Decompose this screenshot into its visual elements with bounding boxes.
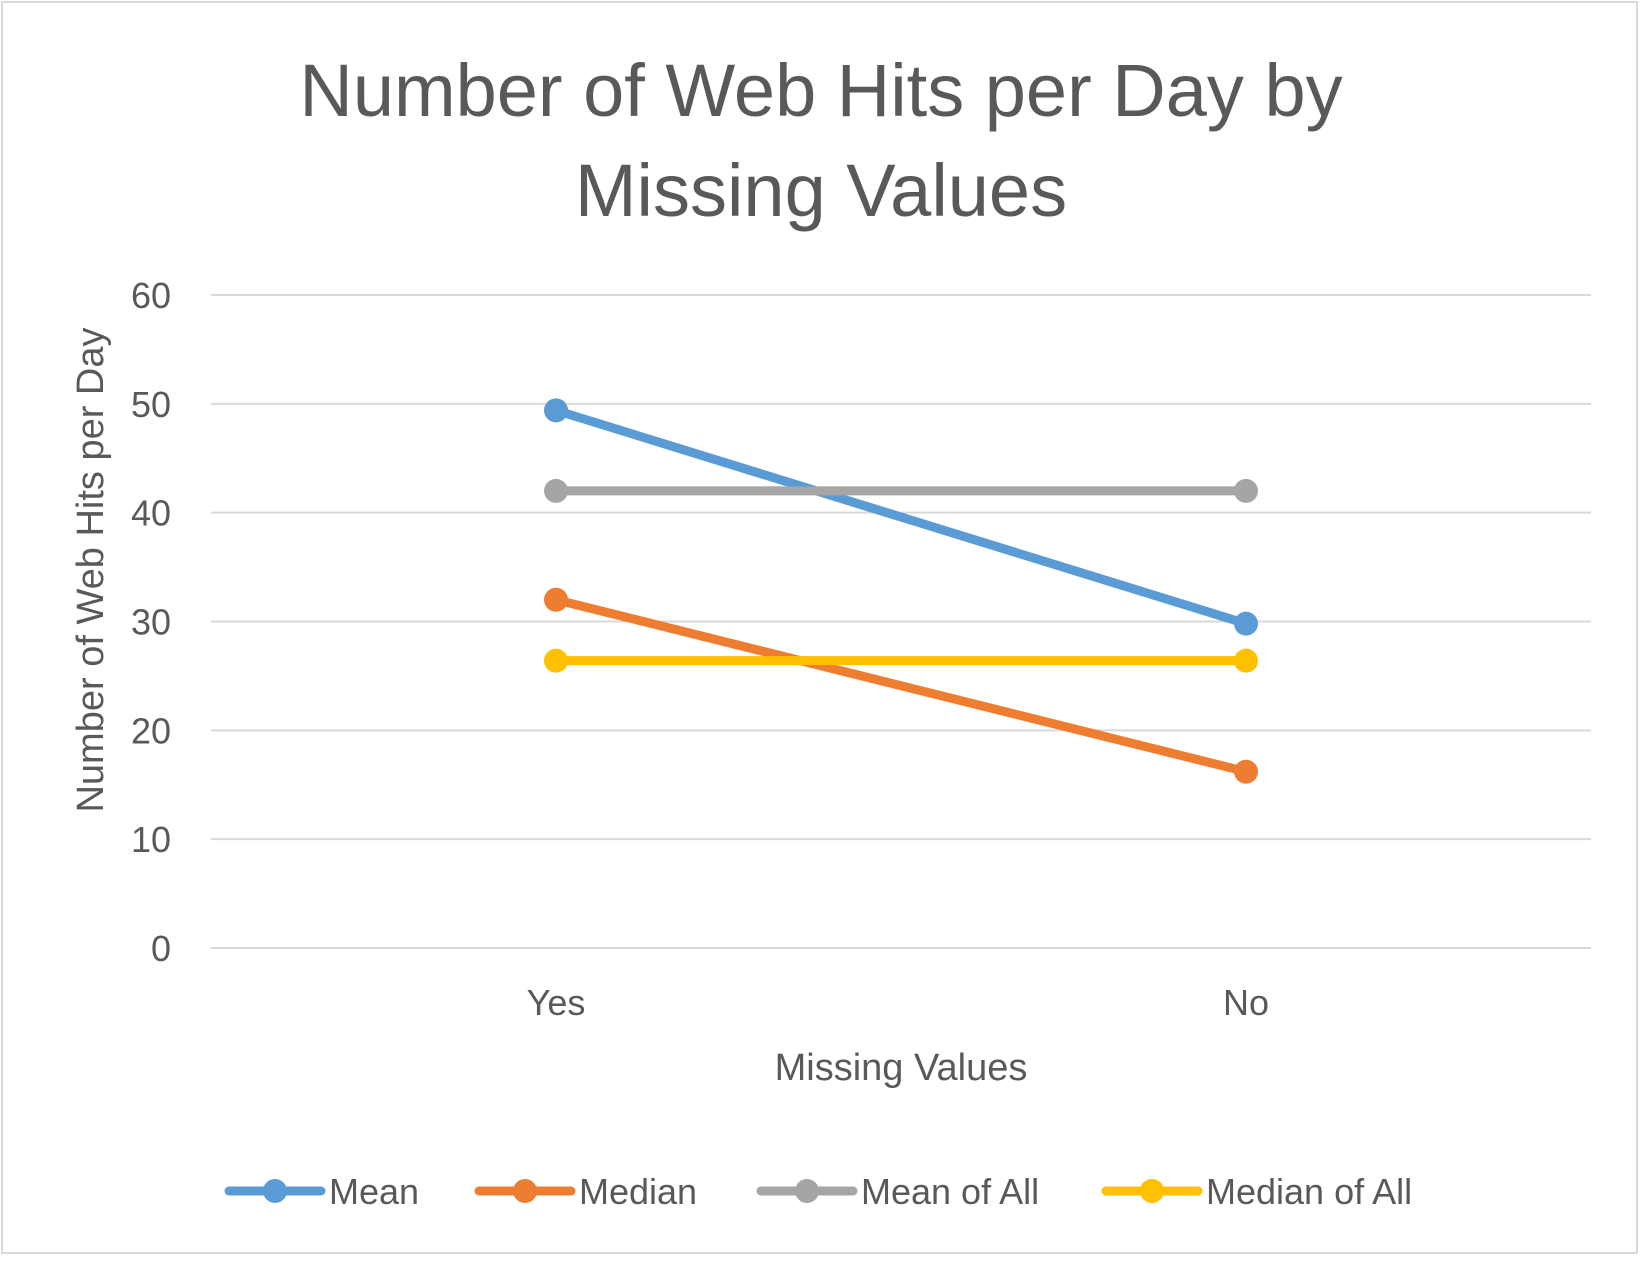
series-line [551, 405, 1251, 629]
series-lines [544, 398, 1258, 784]
y-tick-label: 20 [131, 710, 171, 751]
y-tick-label: 40 [131, 493, 171, 534]
legend-item: Mean of All [756, 1171, 1039, 1212]
legend-item: Median of All [1101, 1171, 1412, 1212]
y-axis-label: Number of Web Hits per Day [70, 327, 112, 812]
x-axis-label: Missing Values [775, 1047, 1028, 1089]
series-median-of-all [544, 648, 1258, 673]
line-chart: Number of Web Hits per Day by Missing Va… [70, 49, 1591, 1212]
legend-item: Mean [224, 1171, 419, 1212]
legend-item: Median [474, 1171, 697, 1212]
legend-label: Mean of All [861, 1171, 1039, 1212]
x-tick-label: Yes [527, 982, 586, 1023]
series-median [544, 587, 1258, 784]
gridlines [211, 294, 1591, 949]
legend: Mean Median Mean of All Median of All [224, 1171, 1412, 1212]
data-point [1234, 611, 1258, 636]
series-line [551, 595, 1251, 777]
legend-swatch-marker [1140, 1179, 1164, 1203]
legend-swatch-marker [263, 1179, 287, 1203]
legend-label: Median [579, 1171, 697, 1212]
data-point [1234, 648, 1258, 673]
data-point [544, 587, 568, 612]
x-tick-label: No [1223, 982, 1269, 1023]
legend-label: Mean [329, 1171, 419, 1212]
legend-swatch-marker [795, 1179, 819, 1203]
y-tick-label: 50 [131, 384, 171, 425]
y-tick-label: 30 [131, 602, 171, 643]
chart-title-line-2: Missing Values [575, 149, 1067, 232]
y-tick-label: 0 [151, 928, 171, 969]
data-point [544, 398, 568, 423]
y-tick-label: 60 [131, 275, 171, 316]
data-point [1234, 478, 1258, 503]
legend-swatch-marker [513, 1179, 537, 1203]
y-axis-ticks: 0 10 20 30 40 50 60 [131, 275, 171, 969]
chart-title: Number of Web Hits per Day by Missing Va… [299, 49, 1342, 232]
data-point [544, 478, 568, 503]
y-tick-label: 10 [131, 819, 171, 860]
x-axis-ticks: Yes No [527, 982, 1269, 1023]
series-mean [544, 398, 1258, 636]
data-point [544, 648, 568, 673]
series-mean-of-all [544, 478, 1258, 503]
chart-title-line-1: Number of Web Hits per Day by [299, 49, 1342, 132]
data-point [1234, 759, 1258, 784]
legend-label: Median of All [1206, 1171, 1412, 1212]
